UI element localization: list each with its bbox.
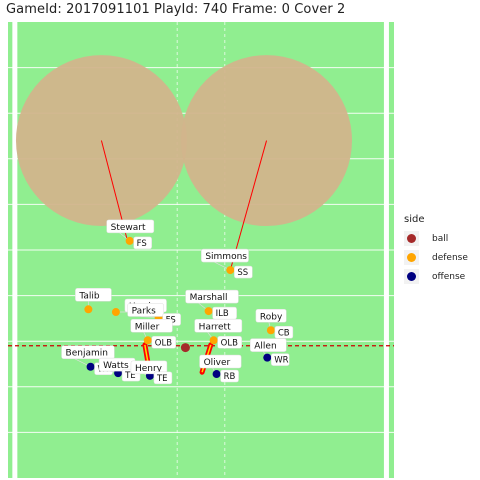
- player-name-label: Watts: [103, 361, 129, 371]
- player-name-box: [201, 248, 249, 263]
- player-position-label: RB: [224, 372, 236, 382]
- player-pos-box: [234, 265, 253, 279]
- legend-dot-offense: [407, 272, 416, 281]
- player-name-box: [130, 360, 168, 375]
- player-position-label: FS: [137, 239, 147, 249]
- player-pos-box: [153, 371, 173, 385]
- legend-item-offense: offense: [404, 269, 465, 288]
- player-marker-offense: [86, 362, 95, 371]
- player-marker-defense: [143, 336, 152, 345]
- player-pos-box: [133, 236, 152, 250]
- sideline-right: [383, 22, 389, 478]
- player-position-label: OLB: [221, 338, 238, 348]
- player-position-label: ILB: [216, 309, 229, 319]
- player-name-label: Roby: [260, 312, 283, 322]
- player-name-label: Oliver: [204, 358, 231, 368]
- player-position-label: WR: [274, 356, 288, 366]
- player-name-label: Marshall: [190, 293, 228, 303]
- legend-label-offense: offense: [432, 272, 466, 282]
- player-position-label: OLB: [155, 338, 172, 348]
- player-name-label: Talib: [78, 291, 100, 301]
- legend-title: side: [404, 214, 425, 225]
- legend-dot-ball: [407, 234, 416, 243]
- player-marker-defense: [266, 326, 275, 335]
- legend-key-box: [404, 269, 419, 284]
- ball-marker: [180, 343, 190, 353]
- player-position-label: TE: [156, 374, 168, 384]
- player-pos-box: [151, 336, 177, 349]
- player-marker-defense: [84, 305, 93, 314]
- player-name-label: Henry: [135, 364, 163, 374]
- player-marker-defense: [204, 307, 213, 316]
- player-name-label: Miller: [135, 322, 160, 332]
- player-marker-defense: [226, 266, 235, 275]
- player-name-label: Stewart: [111, 223, 146, 233]
- player-position-label: SS: [237, 268, 248, 278]
- legend-label-defense: defense: [432, 253, 468, 263]
- player-pos-box: [274, 326, 294, 339]
- player-marker-defense: [209, 336, 218, 345]
- player-position-label: CB: [278, 328, 290, 338]
- player-name-box: [250, 338, 287, 352]
- legend-dot-defense: [407, 253, 416, 262]
- player-name-box: [61, 345, 115, 359]
- legend: side ball defense offense: [404, 214, 468, 288]
- player-name-label: Parks: [132, 306, 156, 316]
- player-marker-offense: [212, 370, 221, 379]
- player-name-label: Allen: [254, 342, 276, 352]
- player-name-box: [199, 354, 242, 369]
- player-name-box: [255, 309, 287, 323]
- player-pos-box: [271, 353, 290, 366]
- player-name-box: [130, 319, 173, 333]
- player-pos-box: [220, 369, 239, 383]
- legend-label-ball: ball: [432, 234, 449, 244]
- player-name-label: Harrett: [199, 322, 231, 332]
- chart-title: GameId: 2017091101 PlayId: 740 Frame: 0 …: [6, 2, 346, 17]
- legend-key-box: [404, 250, 419, 265]
- legend-item-ball: ball: [404, 231, 448, 250]
- sideline-left: [12, 22, 18, 478]
- player-name-box: [127, 303, 164, 317]
- zone-assignment-line: [229, 140, 268, 271]
- player-name-box: [194, 319, 243, 333]
- player-pos-box: [217, 336, 242, 349]
- legend-key-box: [404, 231, 419, 246]
- legend-item-defense: defense: [404, 250, 468, 269]
- player-name-label: Simmons: [205, 252, 247, 262]
- player-marker-defense: [125, 236, 134, 245]
- player-marker-offense: [263, 353, 272, 362]
- player-name-box: [106, 219, 155, 234]
- player-name-box: [185, 289, 239, 304]
- player-position-label: TE: [124, 371, 136, 381]
- player-name-box: [75, 288, 112, 302]
- player-marker-defense: [111, 308, 120, 317]
- player-name-label: Benjamin: [66, 349, 108, 359]
